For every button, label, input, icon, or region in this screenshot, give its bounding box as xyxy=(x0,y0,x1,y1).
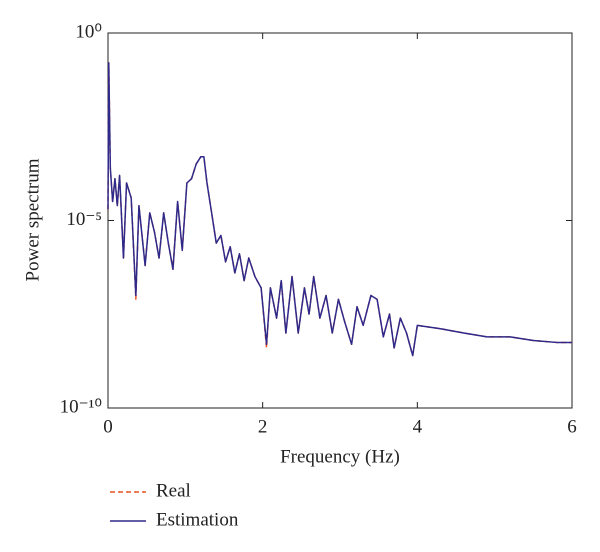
x-tick-label: 2 xyxy=(258,416,268,437)
y-tick-label: 10⁻¹⁰ xyxy=(60,396,102,417)
y-axis-label: Power spectrum xyxy=(22,158,43,281)
x-tick-label: 4 xyxy=(413,416,423,437)
legend-label: Estimation xyxy=(156,509,239,530)
series-line xyxy=(107,62,572,357)
x-axis-label: Frequency (Hz) xyxy=(280,446,400,467)
legend-label: Real xyxy=(156,480,191,501)
x-tick-label: 6 xyxy=(567,416,577,437)
x-tick-label: 0 xyxy=(103,416,113,437)
plot-frame xyxy=(107,32,573,409)
y-tick-label: 10⁰ xyxy=(75,21,102,42)
y-tick-label: 10⁻⁵ xyxy=(66,209,102,230)
